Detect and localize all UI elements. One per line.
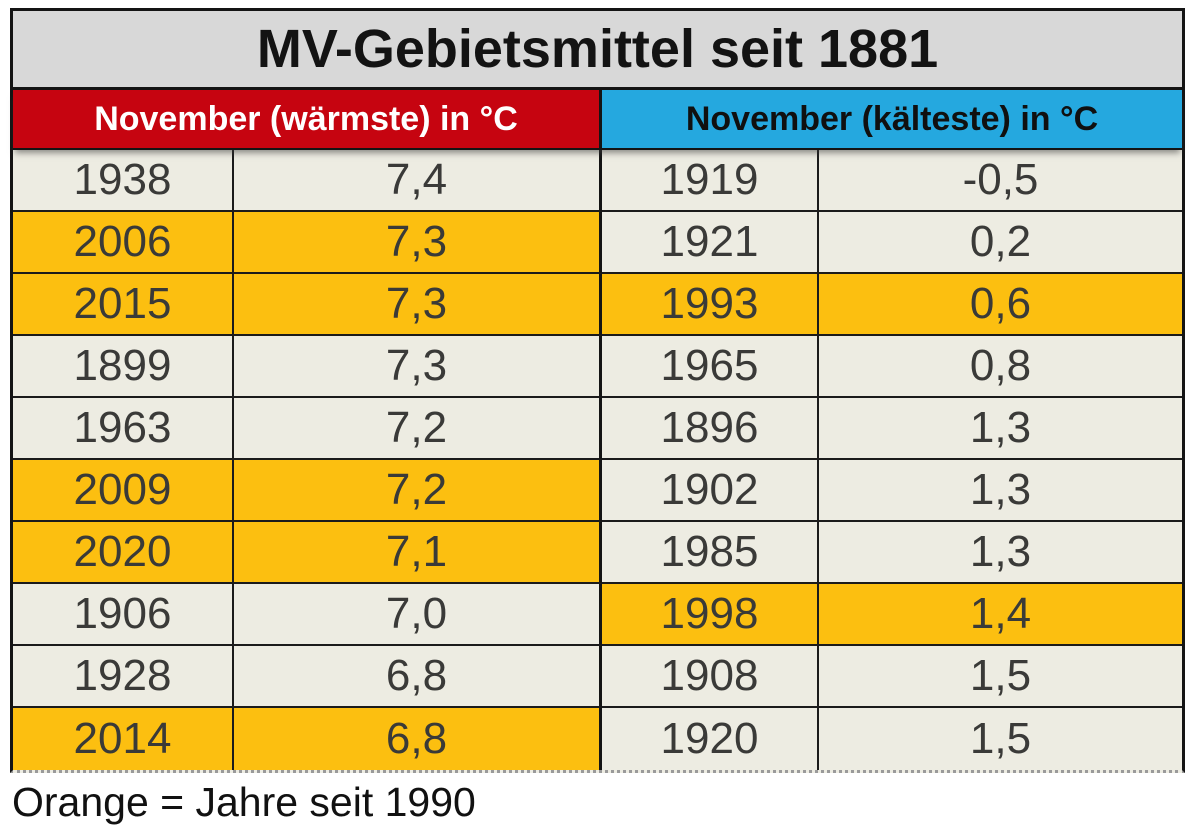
cold-value-cell: 1,3 (819, 460, 1182, 522)
cold-year-cell: 1993 (602, 274, 819, 336)
warm-year-cell: 1899 (13, 336, 234, 398)
table-headers: November (wärmste) in °C November (kälte… (13, 90, 1182, 150)
cold-year-cell: 1985 (602, 522, 819, 584)
cold-value-cell: 1,3 (819, 522, 1182, 584)
warm-year-cell: 1963 (13, 398, 234, 460)
warm-year-cell: 2020 (13, 522, 234, 584)
warm-value-cell: 7,0 (234, 584, 602, 646)
cold-value-cell: 1,4 (819, 584, 1182, 646)
warm-value-cell: 7,3 (234, 274, 602, 336)
cold-value-cell: 0,2 (819, 212, 1182, 274)
warm-value-cell: 7,1 (234, 522, 602, 584)
warm-year-cell: 2006 (13, 212, 234, 274)
cold-year-cell: 1998 (602, 584, 819, 646)
cold-value-cell: 0,8 (819, 336, 1182, 398)
warm-value-cell: 7,4 (234, 150, 602, 212)
cold-value-cell: 1,5 (819, 708, 1182, 770)
warm-value-cell: 7,3 (234, 212, 602, 274)
cold-value-cell: 0,6 (819, 274, 1182, 336)
cold-year-cell: 1908 (602, 646, 819, 708)
cold-value-cell: -0,5 (819, 150, 1182, 212)
cold-year-cell: 1965 (602, 336, 819, 398)
cold-year-cell: 1902 (602, 460, 819, 522)
cold-year-cell: 1920 (602, 708, 819, 770)
warm-value-cell: 6,8 (234, 646, 602, 708)
cold-year-cell: 1921 (602, 212, 819, 274)
warm-year-cell: 1906 (13, 584, 234, 646)
warm-year-cell: 1928 (13, 646, 234, 708)
warm-year-cell: 2014 (13, 708, 234, 770)
warm-value-cell: 7,3 (234, 336, 602, 398)
cold-year-cell: 1919 (602, 150, 819, 212)
table-title: MV-Gebietsmittel seit 1881 (13, 11, 1182, 90)
warm-value-cell: 7,2 (234, 398, 602, 460)
table-body: 1938 7,4 1919 -0,5 2006 7,3 1921 0,2 2015 7,3 1993… (13, 150, 1182, 770)
climate-table: MV-Gebietsmittel seit 1881 November (wär… (10, 8, 1185, 773)
cold-value-cell: 1,3 (819, 398, 1182, 460)
legend-note: Orange = Jahre seit 1990 (12, 779, 476, 825)
warm-year-cell: 2015 (13, 274, 234, 336)
coldest-column-header: November (kälteste) in °C (602, 90, 1182, 148)
warm-year-cell: 2009 (13, 460, 234, 522)
warm-value-cell: 7,2 (234, 460, 602, 522)
cold-value-cell: 1,5 (819, 646, 1182, 708)
warm-value-cell: 6,8 (234, 708, 602, 770)
warm-year-cell: 1938 (13, 150, 234, 212)
warmest-column-header: November (wärmste) in °C (13, 90, 602, 148)
cold-year-cell: 1896 (602, 398, 819, 460)
